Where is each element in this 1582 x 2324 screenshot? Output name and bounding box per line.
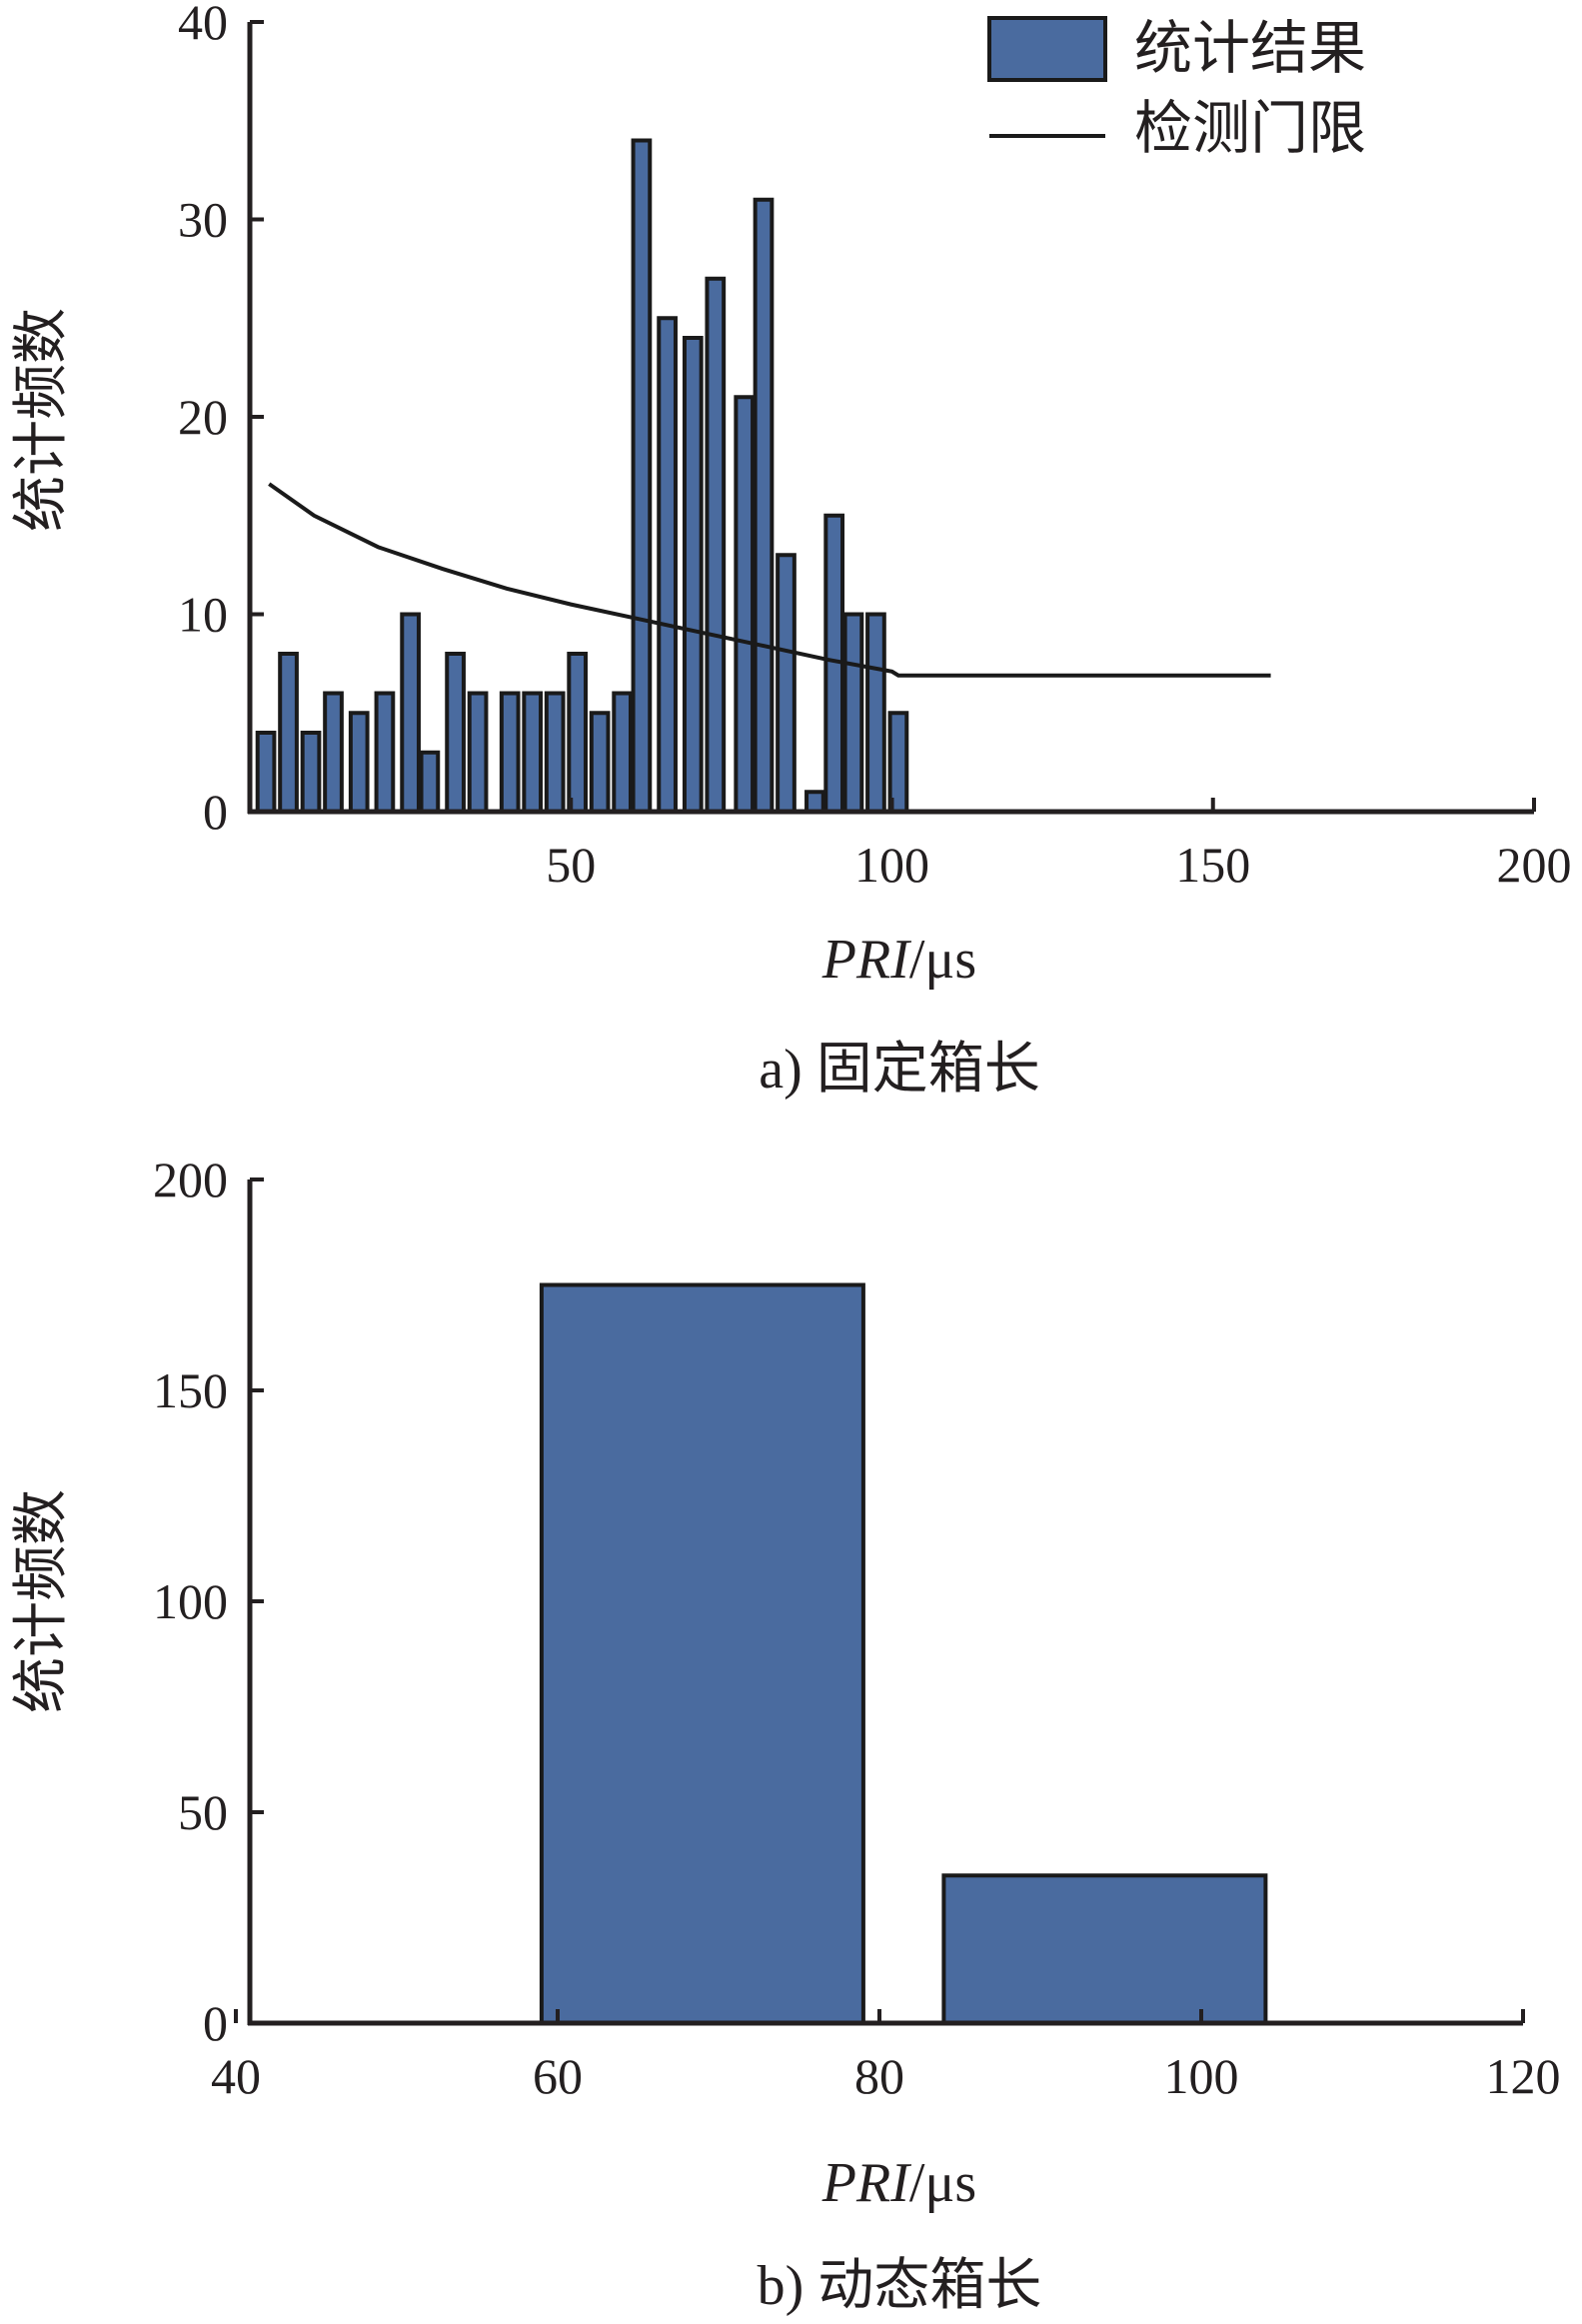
histogram-bar [705, 276, 727, 814]
histogram-bar [734, 395, 756, 814]
histogram-bar [631, 138, 653, 814]
y-tick-label: 0 [203, 1995, 228, 2051]
histogram-bar [400, 612, 421, 814]
panel-a-y-axis-ticks: 0 10 20 30 40 [178, 0, 264, 840]
histogram-bar [255, 731, 277, 814]
histogram-bar [657, 316, 678, 814]
histogram-bar [682, 336, 704, 814]
histogram-bar [612, 691, 634, 814]
panel-a-y-axis-label: 统计频数 [11, 308, 73, 532]
panel-a-caption: a) 固定箱长 [759, 1039, 1040, 1101]
y-tick-label: 30 [178, 192, 228, 248]
histogram-bar [300, 731, 322, 814]
histogram-bar [804, 790, 825, 814]
panel-a-legend: 统计结果 检测门限 [987, 16, 1366, 161]
y-tick-label: 50 [178, 1784, 228, 1840]
x-tick-label: 40 [211, 2048, 261, 2104]
histogram-bar [589, 711, 611, 814]
y-tick-label: 40 [178, 0, 228, 50]
panel-a-x-axis-label: PRI/μs [821, 929, 976, 991]
x-tick-label: 120 [1486, 2048, 1561, 2104]
panel-b-x-axis-var: PRI [821, 2152, 911, 2214]
histogram-bar [753, 197, 775, 814]
panel-b-y-axis-ticks: 0 50 100 150 200 [153, 1152, 264, 2051]
histogram-bar [941, 1873, 1268, 2026]
histogram-bar [278, 652, 299, 814]
legend-bar-swatch [987, 16, 1107, 82]
threshold-line [268, 482, 1271, 678]
panel-b-caption: b) 动态箱长 [758, 2255, 1042, 2317]
x-tick-label: 60 [533, 2048, 583, 2104]
panel-a-x-axis-var: PRI [821, 929, 911, 991]
histogram-bar [374, 691, 396, 814]
histogram-bar [467, 691, 489, 814]
panel-b-x-axis-unit: /μs [909, 2152, 976, 2214]
y-tick-label: 150 [153, 1362, 228, 1418]
histogram-bar [776, 553, 796, 814]
y-tick-label: 10 [178, 587, 228, 643]
histogram-bar [842, 612, 864, 814]
y-tick-label: 100 [153, 1573, 228, 1629]
x-tick-label: 80 [854, 2048, 904, 2104]
x-tick-label: 150 [1175, 837, 1250, 893]
y-tick-label: 0 [203, 784, 228, 840]
legend-bar-label: 统计结果 [1134, 16, 1366, 81]
histogram-bar [419, 750, 441, 814]
histogram-bar [499, 691, 521, 814]
histogram-bar [567, 652, 589, 814]
histogram-bar [865, 612, 886, 814]
panel-a-chart: 0 10 20 30 40 50 100 150 200 统计频数 PRI/μs a) 固定箱… [11, 0, 1572, 1101]
panel-a-x-axis-ticks: 50 100 150 200 [546, 798, 1572, 893]
histogram-bar [539, 1282, 865, 2025]
histogram-bar [522, 691, 544, 814]
panel-b-y-axis-label: 统计频数 [11, 1489, 73, 1713]
histogram-bar [887, 711, 909, 814]
x-tick-label: 200 [1497, 837, 1572, 893]
panel-b-x-axis-label: PRI/μs [821, 2152, 976, 2214]
x-tick-label: 100 [1164, 2048, 1239, 2104]
histogram-bar [445, 652, 466, 814]
panel-a-x-axis-unit: /μs [909, 929, 976, 991]
y-tick-label: 20 [178, 389, 228, 445]
panel-a-plot-area [255, 138, 1271, 814]
histogram-bar [544, 691, 566, 814]
x-tick-label: 100 [854, 837, 929, 893]
y-tick-label: 200 [153, 1152, 228, 1207]
x-tick-label: 50 [546, 837, 596, 893]
histogram-bar [348, 711, 370, 814]
legend-line-label: 检测门限 [1134, 96, 1366, 161]
histogram-bar [323, 691, 344, 814]
panel-b-plot-area [539, 1282, 1268, 2026]
panel-b-chart: 0 50 100 150 200 40 60 80 100 120 统计频数 PRI/μs b)… [11, 1152, 1561, 2317]
